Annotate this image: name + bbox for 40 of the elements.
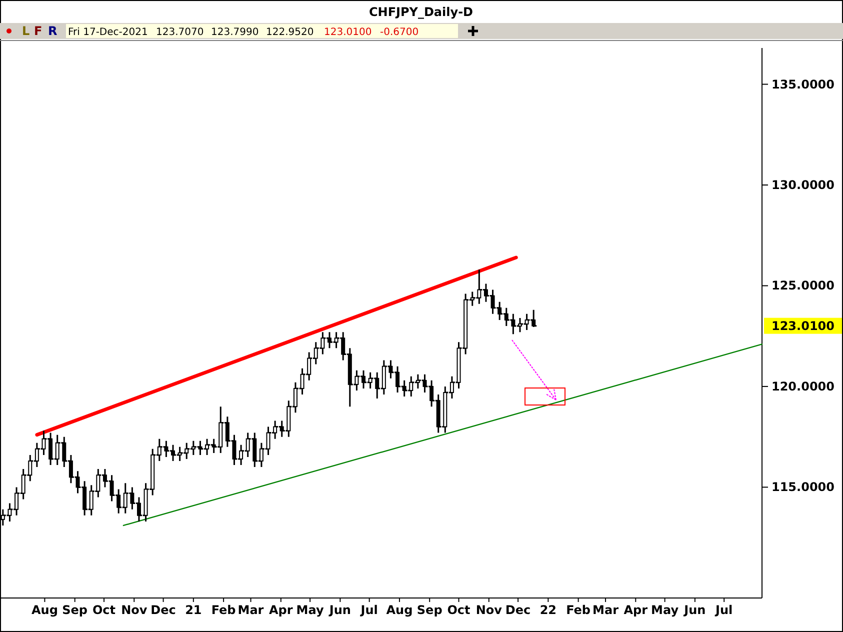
x-tick-label: May	[296, 603, 324, 617]
text: 123.0100	[771, 318, 835, 333]
y-tick-label: 130.0000	[771, 178, 835, 192]
text: 122.9520	[266, 27, 314, 38]
y-tick-label: 125.0000	[771, 278, 835, 293]
x-tick-label: 22	[540, 603, 557, 617]
text: 123.7070	[156, 27, 204, 38]
text: 123.7990	[211, 27, 259, 38]
x-tick-label: Sep	[62, 603, 88, 617]
x-tick-label: Oct	[447, 603, 471, 617]
x-tick-label: Mar	[238, 603, 264, 617]
x-tick-label: Feb	[566, 603, 591, 617]
x-tick-label: Sep	[416, 603, 443, 617]
x-tick-label: Aug	[386, 603, 413, 617]
x-tick-label: Mar	[592, 603, 619, 617]
y-tick-label: 115.0000	[771, 480, 835, 494]
x-tick-label: Aug	[32, 603, 58, 617]
x-tick-label: Jul	[360, 603, 378, 617]
y-tick-label: 135.0000	[771, 77, 835, 92]
y-tick-label: 120.0000	[771, 379, 835, 394]
text: R	[48, 24, 58, 38]
x-tick-label: Jun	[328, 603, 351, 617]
x-tick-label: Oct	[92, 603, 116, 617]
x-tick-label: Jun	[683, 603, 706, 617]
x-tick-label: Apr	[624, 603, 648, 617]
x-tick-label: Nov	[476, 603, 502, 617]
chart-title: CHFJPY_Daily-D	[368, 5, 474, 19]
x-tick-label: 21	[185, 603, 202, 617]
x-tick-label: Apr	[268, 603, 293, 617]
x-tick-label: Dec	[505, 603, 531, 617]
text: -0.6700	[380, 27, 419, 38]
x-tick-label: Dec	[150, 603, 176, 617]
x-tick-label: May	[651, 603, 679, 617]
x-tick-label: Nov	[121, 603, 148, 617]
text: 123.0100	[324, 27, 372, 38]
x-tick-label: Jul	[714, 603, 733, 617]
x-tick-label: Feb	[211, 603, 236, 617]
text: Fri 17-Dec-2021	[68, 27, 148, 38]
text: L	[22, 24, 30, 38]
text: F	[34, 24, 42, 38]
